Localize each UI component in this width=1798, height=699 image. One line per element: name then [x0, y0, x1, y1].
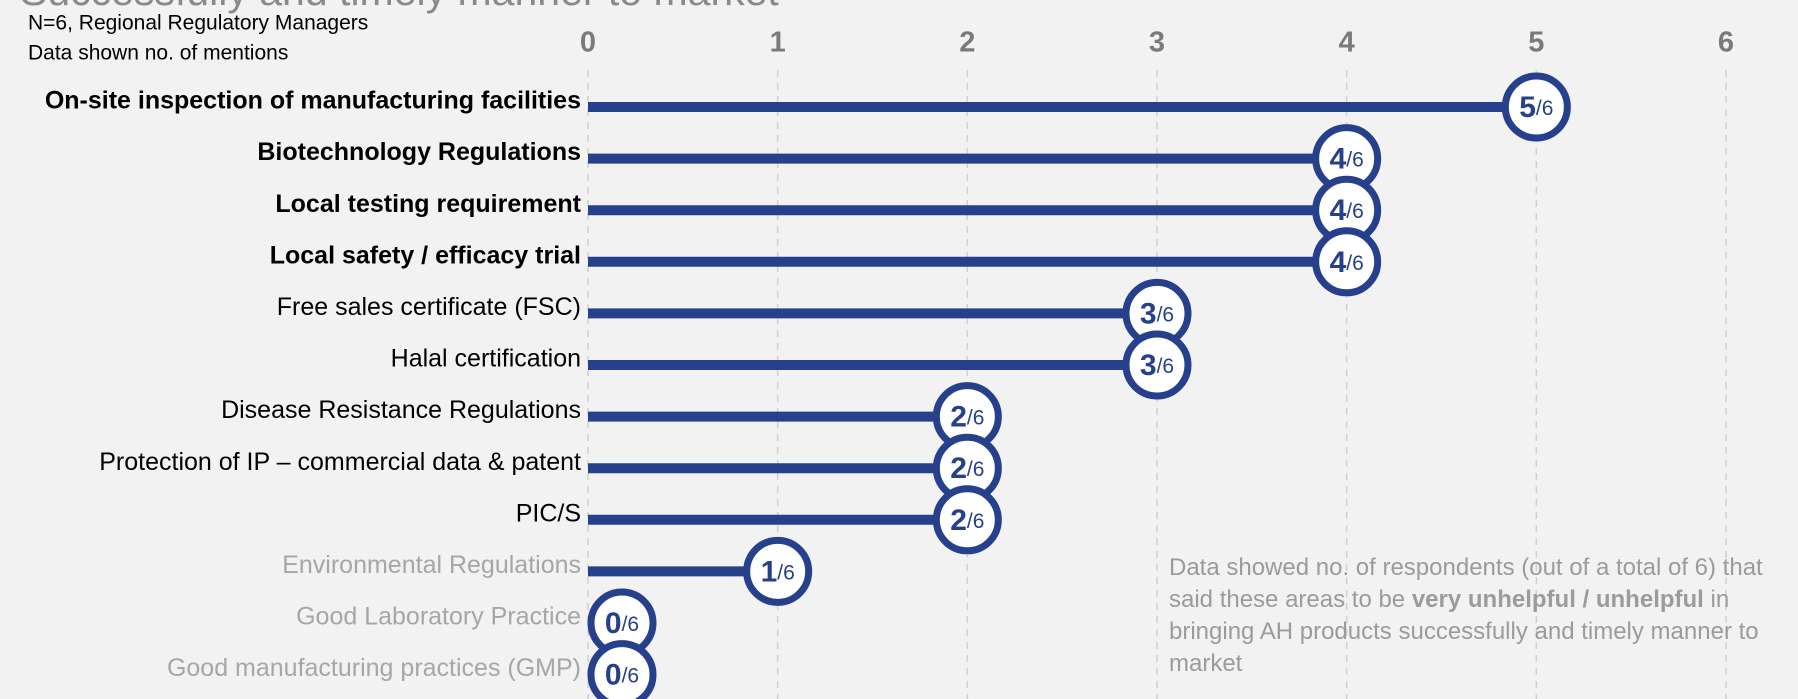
value-label: 3/6 — [1140, 349, 1174, 382]
dot — [743, 536, 813, 606]
x-tick-label: 5 — [1528, 27, 1544, 59]
category-label: Local safety / efficacy trial — [270, 241, 581, 269]
subtitle: N=6, Regional Regulatory Managers — [28, 12, 368, 35]
value-label: 4/6 — [1330, 194, 1364, 227]
category-label: PIC/S — [516, 499, 581, 527]
category-label: Local testing requirement — [275, 190, 581, 218]
value-label: 0/6 — [605, 607, 639, 640]
dot — [1312, 227, 1382, 297]
category-label: Protection of IP – commercial data & pat… — [99, 448, 581, 476]
value-label: 0/6 — [605, 659, 639, 692]
annotation-text: Data showed no. of respondents (out of a… — [1169, 554, 1763, 613]
value-label: 1/6 — [761, 555, 795, 588]
value-label: 2/6 — [950, 452, 984, 485]
annotation-text: very unhelpful / unhelpful — [1411, 586, 1704, 613]
value-label: 2/6 — [950, 504, 984, 537]
annotation: Data showed no. of respondents (out of a… — [1169, 552, 1789, 680]
value-label: 4/6 — [1330, 246, 1364, 279]
category-label: Environmental Regulations — [282, 551, 581, 579]
category-label: Disease Resistance Regulations — [221, 396, 581, 424]
value-label: 4/6 — [1330, 143, 1364, 176]
category-label: On-site inspection of manufacturing faci… — [45, 87, 581, 115]
x-tick-label: 1 — [770, 27, 786, 59]
x-tick-label: 4 — [1339, 27, 1355, 59]
value-label: 2/6 — [950, 401, 984, 434]
dot — [932, 485, 1002, 555]
annotation-text: in bringing AH products successfully and… — [1169, 586, 1759, 677]
x-tick-label: 0 — [580, 27, 596, 59]
x-tick-label: 2 — [959, 27, 975, 59]
category-label: Halal certification — [391, 345, 581, 373]
value-label: 5/6 — [1519, 91, 1553, 124]
dot — [1501, 72, 1571, 142]
x-tick-label: 3 — [1149, 27, 1165, 59]
x-tick-label: 6 — [1718, 27, 1734, 59]
category-label: Free sales certificate (FSC) — [277, 293, 581, 321]
chart-title: Successfully and timely manner to market — [20, 0, 779, 14]
category-label: Biotechnology Regulations — [257, 138, 581, 166]
value-label: 3/6 — [1140, 297, 1174, 330]
subtitle: Data shown no. of mentions — [28, 42, 288, 65]
dot — [1122, 330, 1192, 400]
category-label: Good manufacturing practices (GMP) — [167, 654, 581, 682]
dot — [587, 640, 657, 699]
category-label: Good Laboratory Practice — [296, 603, 581, 631]
